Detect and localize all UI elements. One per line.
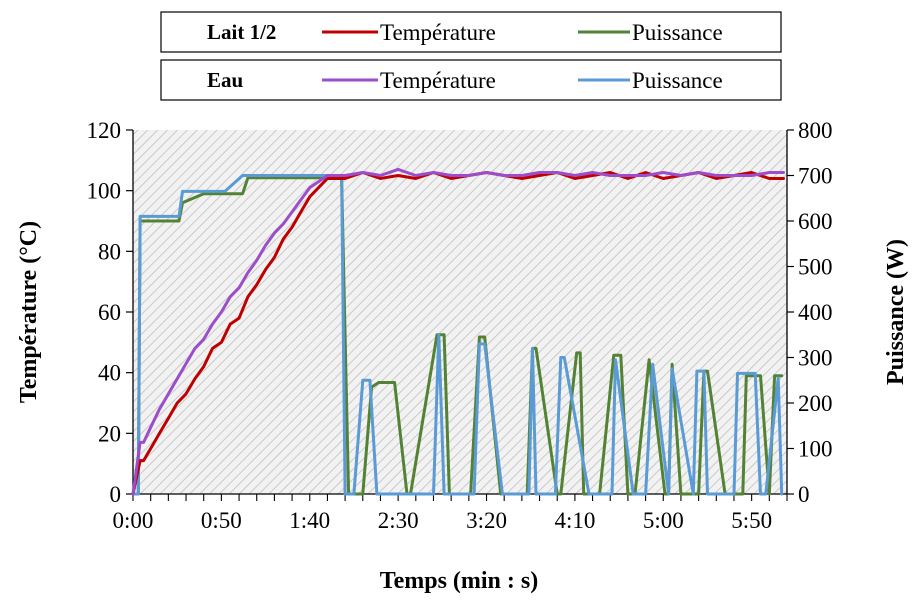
- y-right-tick-label: 800: [798, 118, 833, 143]
- legend-group-lait: Lait 1/2 Température Puissance: [160, 11, 782, 53]
- y-left-tick-label: 120: [87, 118, 122, 143]
- x-tick-label: 2:30: [378, 508, 419, 533]
- y-left-tick-label: 60: [98, 300, 121, 325]
- x-tick-label: 0:50: [201, 508, 242, 533]
- legend-title-eau: Eau: [207, 68, 244, 92]
- y-right-tick-label: 300: [798, 346, 833, 371]
- y-left-tick-label: 0: [110, 482, 122, 507]
- y-right-tick-label: 700: [798, 164, 833, 189]
- y-left-tick-label: 80: [98, 239, 121, 264]
- y-right-tick-label: 100: [798, 437, 833, 462]
- legend-frame-eau: [160, 59, 782, 101]
- y-left-axis-title: Température (°C): [16, 221, 42, 403]
- series-line-lait-1-2-puissance: [131, 176, 784, 496]
- y-right-axis-title: Puissance (W): [883, 239, 909, 385]
- y-right-tick-label: 500: [798, 255, 833, 280]
- axes: 0 20 40 60 80 100 120 0 100 200 300 400 500 600 700 800…: [87, 118, 833, 533]
- y-right-tick-label: 400: [798, 300, 833, 325]
- x-axis-title: Temps (min : s): [380, 568, 538, 594]
- series-line-eau-temp-rature: [131, 167, 785, 496]
- x-tick-label: 4:10: [554, 508, 595, 533]
- x-tick-label: 3:20: [466, 508, 507, 533]
- series: [131, 167, 785, 496]
- legend-label-eau-puissance: Puissance: [632, 68, 723, 93]
- legend-label-lait-temperature: Température: [380, 20, 496, 45]
- y-left-tick-label: 40: [98, 361, 121, 386]
- legend-label-lait-puissance: Puissance: [632, 20, 723, 45]
- legend-frame-lait: [160, 11, 782, 53]
- x-tick-label: 5:00: [643, 508, 684, 533]
- legend-label-eau-temperature: Température: [380, 68, 496, 93]
- y-right-tick-label: 200: [798, 391, 833, 416]
- y-right-tick-label: 600: [798, 209, 833, 234]
- legend-title-lait: Lait 1/2: [207, 20, 276, 44]
- x-tick-label: 0:00: [113, 508, 154, 533]
- x-tick-label: 1:40: [289, 508, 330, 533]
- x-tick-label: 5:50: [731, 508, 772, 533]
- y-right-tick-label: 0: [798, 482, 810, 507]
- y-left-tick-label: 100: [87, 179, 122, 204]
- y-left-tick-label: 20: [98, 421, 121, 446]
- legend-group-eau: Eau Température Puissance: [160, 59, 782, 101]
- series-line-eau-puissance: [131, 174, 784, 496]
